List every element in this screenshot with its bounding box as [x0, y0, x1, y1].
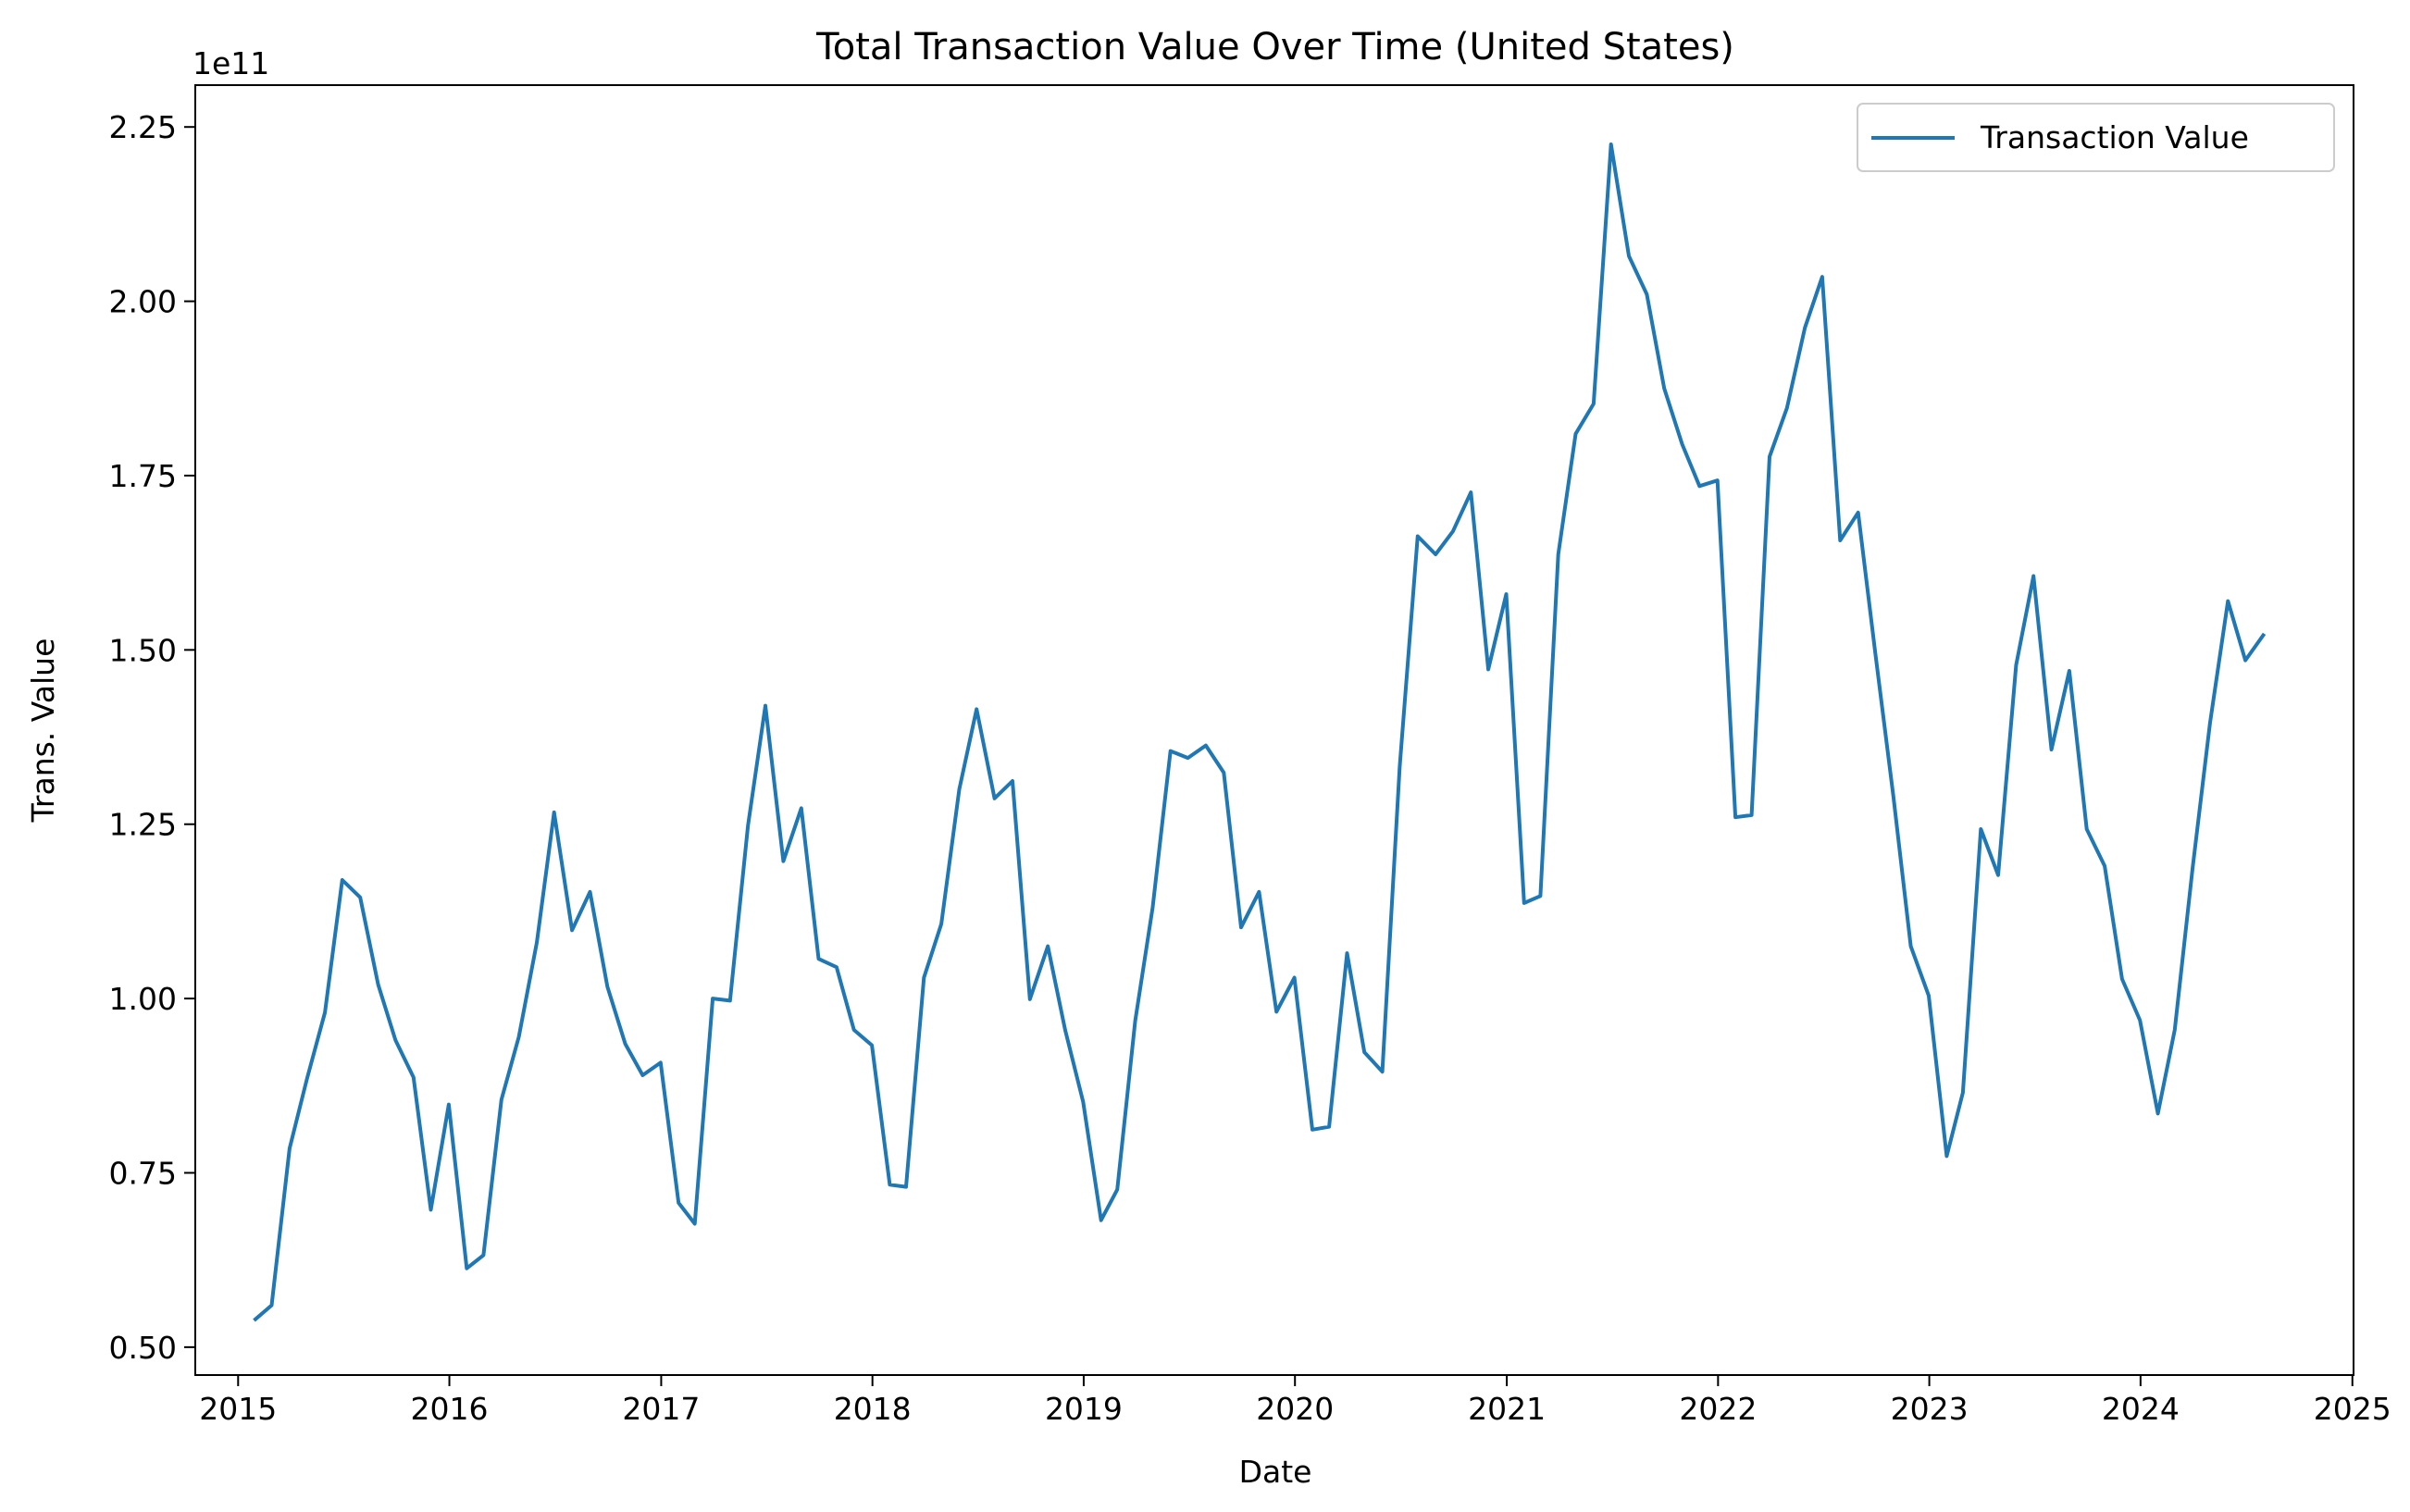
legend: Transaction Value [1857, 103, 2335, 172]
y-tick-label: 0.75 [109, 1155, 177, 1191]
legend-box [1857, 103, 2335, 172]
x-tick-label: 2016 [411, 1391, 489, 1427]
y-tick-label: 1.75 [109, 458, 177, 494]
x-tick-label: 2024 [2102, 1391, 2180, 1427]
y-tick-label: 1.25 [109, 807, 177, 843]
x-tick-label: 2025 [2314, 1391, 2391, 1427]
y-tick-label: 1.00 [109, 981, 177, 1017]
y-axis-label: Trans. Value [25, 638, 61, 824]
series-line-0 [253, 143, 2267, 1322]
series-lines [253, 143, 2267, 1322]
x-tick-label: 2023 [1891, 1391, 1969, 1427]
x-tick-label: 2018 [834, 1391, 912, 1427]
y-tick-label: 0.50 [109, 1330, 177, 1366]
y-axis-ticks: 0.50 0.75 1.00 1.25 1.50 1.75 2.00 2.25 [109, 109, 195, 1366]
y-axis-offset-label: 1e11 [193, 45, 269, 81]
x-axis-label: Date [1239, 1454, 1312, 1490]
x-tick-label: 2022 [1679, 1391, 1757, 1427]
x-tick-label: 2019 [1045, 1391, 1123, 1427]
y-tick-label: 2.00 [109, 284, 177, 320]
x-tick-label: 2020 [1256, 1391, 1334, 1427]
x-tick-label: 2021 [1468, 1391, 1546, 1427]
chart-title: Total Transaction Value Over Time (Unite… [815, 26, 1734, 68]
x-tick-label: 2017 [622, 1391, 700, 1427]
legend-label: Transaction Value [1980, 119, 2249, 155]
x-axis-ticks: 2015 2016 2017 2018 2019 2020 2021 2022 2023 2024… [199, 1375, 2391, 1427]
y-tick-label: 2.25 [109, 109, 177, 145]
y-tick-label: 1.50 [109, 632, 177, 668]
plot-frame [194, 84, 2354, 1376]
x-tick-label: 2015 [199, 1391, 277, 1427]
